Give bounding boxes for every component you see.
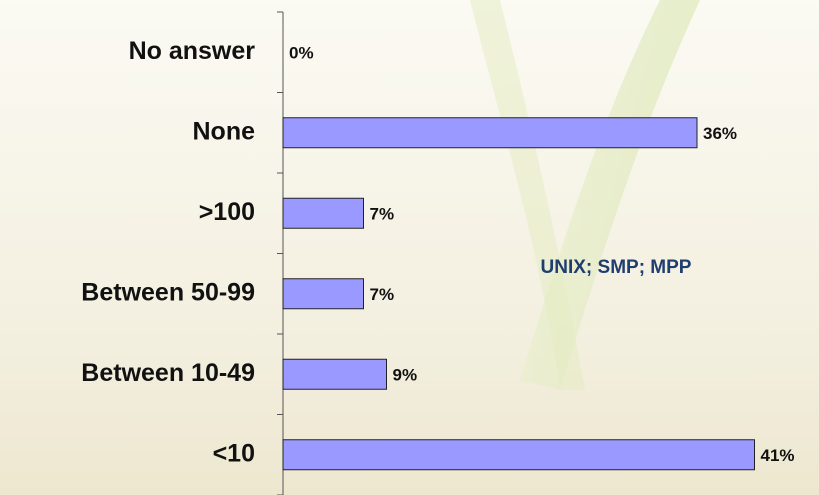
value-label: 41%	[761, 446, 795, 465]
bar	[282, 197, 364, 229]
value-label: 36%	[703, 124, 737, 143]
background-leaf	[470, 0, 585, 390]
value-label: 0%	[289, 44, 314, 63]
category-label: None	[193, 117, 256, 145]
bar	[282, 278, 364, 310]
value-label: 7%	[370, 205, 395, 224]
bar	[282, 117, 698, 149]
bar	[282, 358, 387, 390]
category-label: <10	[213, 439, 255, 467]
bar	[282, 439, 755, 471]
category-label: >100	[199, 198, 255, 226]
category-label: No answer	[129, 37, 256, 65]
category-label: Between 10-49	[81, 359, 255, 387]
annotation: UNIX; SMP; MPP	[541, 257, 692, 278]
category-label: Between 50-99	[81, 278, 255, 306]
value-label: 7%	[370, 285, 395, 304]
value-label: 9%	[393, 366, 418, 385]
